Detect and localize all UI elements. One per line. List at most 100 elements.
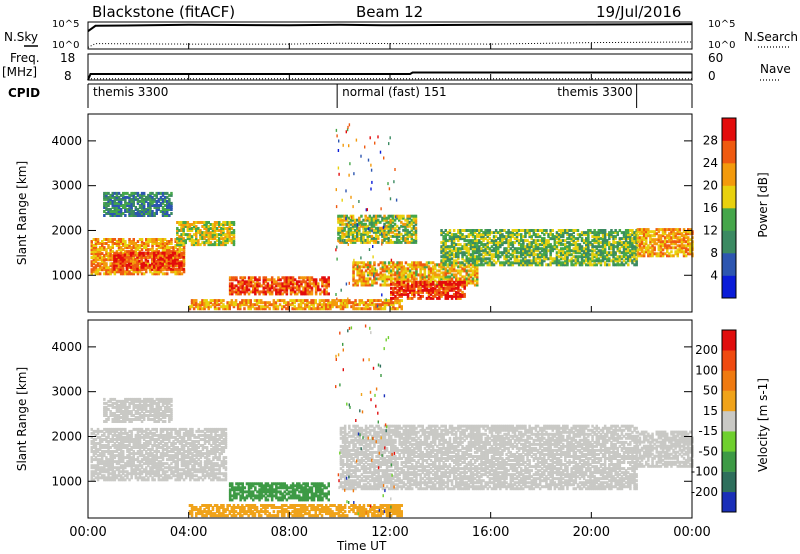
power-cell [452,259,456,263]
power-cell [379,275,382,279]
power-cell [461,290,464,294]
velocity-cell [96,472,100,476]
power-cell [452,253,456,257]
power-cell [390,275,393,279]
power-cell [524,251,527,255]
power-cell [372,245,374,248]
power-cell [543,249,546,253]
power-cell [385,277,389,281]
power-cell [111,256,114,260]
power-cell [557,235,561,239]
power-cell [352,273,355,277]
power-cell [459,280,462,284]
power-cell [140,204,144,207]
velocity-cell [111,456,114,460]
power-cell [404,271,408,275]
power-cell [469,273,473,277]
power-cell [444,241,447,245]
power-cell [126,252,129,256]
power-cell [663,232,667,236]
power-cell [368,222,372,226]
power-cell [113,195,117,199]
power-cell [444,267,447,271]
power-cell [329,307,332,311]
power-cell [446,233,450,237]
power-cell [576,229,580,232]
power-cell [457,282,460,286]
power-cell [374,226,378,230]
power-cell [157,246,161,250]
power-cell [299,301,303,305]
power-cell [182,260,186,264]
power-cell [178,252,182,256]
power-cell [444,296,447,300]
power-cell [140,195,144,199]
power-cell [207,231,210,235]
power-cell [354,281,357,285]
power-cell [161,248,165,252]
power-cell [285,276,289,280]
power-cell [482,243,485,247]
power-cell [459,233,462,237]
power-cell [599,229,603,232]
velocity-cell [109,476,112,480]
power-cell [318,301,322,305]
power-cell [589,263,592,267]
power-cell [105,262,108,266]
power-cell [440,271,443,275]
power-cell [352,307,355,311]
power-cell [153,240,156,243]
power-cell [188,227,192,230]
power-cell [543,233,546,237]
power-cell [400,294,403,298]
power-cell [429,275,433,279]
power-cell [486,233,489,237]
power-cell [395,215,397,219]
power-cell [96,238,100,241]
power-cell [532,245,536,249]
power-cell [601,235,605,239]
power-cell [393,222,397,226]
power-cell [117,214,121,217]
power-cell [369,265,372,269]
power-cell [147,244,150,247]
power-cell [293,278,297,282]
power-cell [132,270,135,274]
power-cell [147,201,150,205]
power-cell [218,229,221,232]
power-cell [341,302,343,306]
power-cell [608,247,611,251]
power-cell [469,255,473,259]
power-cell [215,307,219,311]
velocity-cell [96,427,100,431]
power-cell [107,272,110,276]
power-cell [536,257,540,261]
power-cell [578,235,582,239]
power-cell [205,305,208,309]
power-cell [486,257,489,261]
power-cell [201,237,204,241]
velocity-cell [90,446,93,449]
power-cell [463,269,466,273]
power-cell [358,265,361,269]
power-cell [277,292,280,296]
power-cell [398,230,401,234]
power-cell [659,240,663,244]
power-cell [149,254,152,258]
velocity-cell [96,476,100,480]
power-cell [631,253,634,257]
power-cell [226,307,229,311]
power-cell [636,240,640,244]
power-cell [463,277,466,281]
power-cell [585,253,588,257]
power-cell [391,218,395,222]
power-cell [624,247,628,251]
power-cell [659,234,663,238]
power-cell [153,270,156,274]
power-cell [373,305,376,309]
power-cell [144,259,148,263]
power-cell [601,231,605,235]
power-cell [429,277,433,281]
power-cell [666,234,669,238]
